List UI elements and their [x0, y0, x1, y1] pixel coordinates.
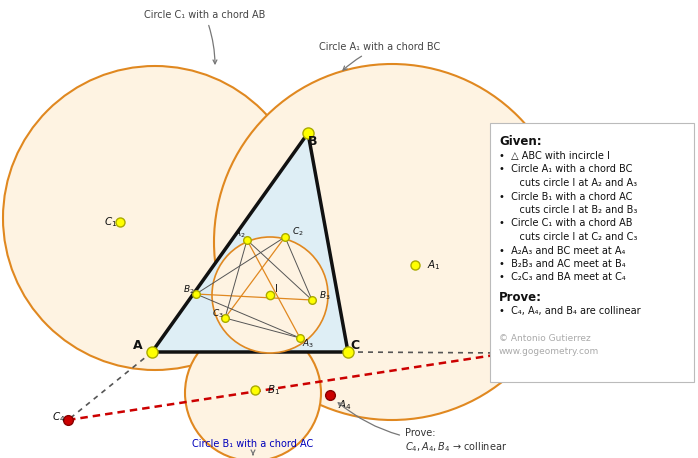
- Text: © Antonio Gutierrez: © Antonio Gutierrez: [499, 334, 591, 343]
- Text: •  Circle A₁ with a chord BC: • Circle A₁ with a chord BC: [499, 164, 632, 174]
- Text: $A_1$: $A_1$: [427, 258, 440, 272]
- Text: $A_2$: $A_2$: [234, 228, 246, 240]
- Text: $C_3$: $C_3$: [212, 307, 224, 320]
- Circle shape: [3, 66, 307, 370]
- Circle shape: [212, 237, 328, 353]
- Text: •  B₂B₃ and AC meet at B₄: • B₂B₃ and AC meet at B₄: [499, 259, 625, 269]
- Text: $B_3$: $B_3$: [319, 289, 331, 301]
- Text: $B_4$: $B_4$: [520, 346, 533, 360]
- Text: Circle C₁ with a chord AB: Circle C₁ with a chord AB: [144, 10, 266, 64]
- Text: cuts circle I at B₂ and B₃: cuts circle I at B₂ and B₃: [507, 205, 637, 215]
- Text: Given:: Given:: [499, 135, 542, 148]
- Text: $C_4$: $C_4$: [52, 410, 66, 424]
- Text: Prove:: Prove:: [499, 291, 542, 304]
- Text: cuts circle I at C₂ and C₃: cuts circle I at C₂ and C₃: [507, 232, 637, 242]
- Text: B: B: [309, 135, 318, 148]
- Text: Circle B₁ with a chord AC: Circle B₁ with a chord AC: [193, 439, 313, 455]
- Circle shape: [214, 64, 570, 420]
- Circle shape: [185, 325, 321, 458]
- Text: $A_3$: $A_3$: [302, 338, 314, 350]
- Text: A: A: [133, 339, 143, 352]
- FancyBboxPatch shape: [490, 123, 694, 382]
- Text: $A_4$: $A_4$: [338, 398, 352, 412]
- Text: C: C: [350, 339, 359, 352]
- Text: $C_2$: $C_2$: [292, 226, 304, 239]
- Text: •  C₄, A₄, and B₄ are collinear: • C₄, A₄, and B₄ are collinear: [499, 306, 641, 316]
- Text: •  Circle C₁ with a chord AB: • Circle C₁ with a chord AB: [499, 218, 632, 229]
- Text: •  C₂C₃ and BA meet at C₄: • C₂C₃ and BA meet at C₄: [499, 273, 625, 283]
- Text: www.gogeometry.com: www.gogeometry.com: [499, 347, 600, 356]
- Text: Prove:
$C_4, A_4, B_4$ → collinear: Prove: $C_4, A_4, B_4$ → collinear: [339, 403, 507, 454]
- Text: •  △ ABC with incircle I: • △ ABC with incircle I: [499, 151, 610, 161]
- Text: •  A₂A₃ and BC meet at A₄: • A₂A₃ and BC meet at A₄: [499, 245, 625, 256]
- Text: cuts circle I at A₂ and A₃: cuts circle I at A₂ and A₃: [507, 178, 637, 188]
- Text: $C_1$: $C_1$: [104, 215, 117, 229]
- Text: •  Circle B₁ with a chord AC: • Circle B₁ with a chord AC: [499, 191, 632, 202]
- Text: $B_1$: $B_1$: [267, 383, 280, 397]
- Polygon shape: [152, 133, 348, 352]
- Text: I: I: [275, 284, 278, 294]
- Text: $B_2$: $B_2$: [183, 283, 195, 295]
- Text: Circle A₁ with a chord BC: Circle A₁ with a chord BC: [320, 42, 440, 70]
